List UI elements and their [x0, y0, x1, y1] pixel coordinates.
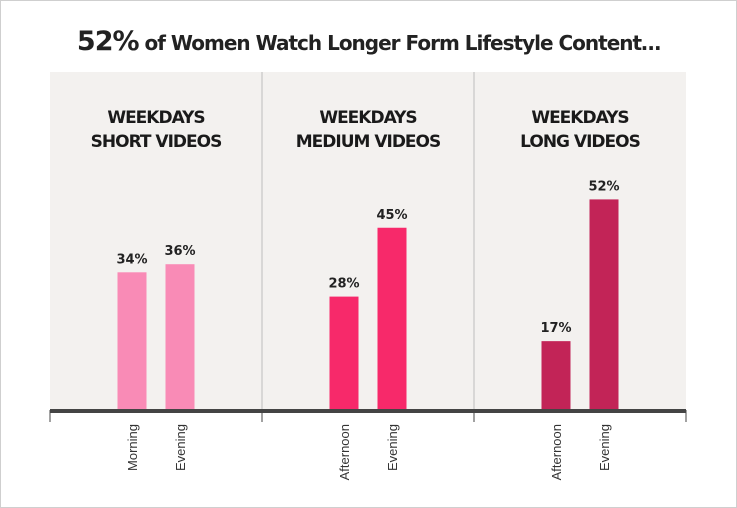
- category-label: Afternoon: [337, 424, 352, 480]
- bar: [329, 296, 359, 410]
- category-label: Evening: [173, 424, 188, 471]
- bar-value-label: 52%: [588, 179, 619, 194]
- bar: [541, 341, 571, 410]
- bar: [377, 227, 407, 410]
- plot-background: [50, 72, 686, 410]
- panel-heading-line: SHORT VIDEOS: [91, 132, 222, 152]
- title-highlight: 52%: [76, 26, 140, 57]
- category-label: Afternoon: [549, 424, 564, 480]
- panel-heading-line: WEEKDAYS: [531, 108, 628, 128]
- bar: [589, 199, 619, 410]
- category-label: Evening: [597, 424, 612, 471]
- category-label: Morning: [125, 424, 140, 471]
- bar-value-label: 28%: [328, 277, 359, 292]
- bar-value-label: 45%: [376, 208, 407, 223]
- panel-heading-line: WEEKDAYS: [107, 108, 204, 128]
- bar: [165, 264, 195, 410]
- panel-heading-line: WEEKDAYS: [319, 108, 416, 128]
- title-rest: of Women Watch Longer Form Lifestyle Con…: [138, 31, 662, 55]
- x-axis-baseline: [50, 409, 686, 413]
- bar-value-label: 17%: [540, 321, 571, 336]
- panel-heading-line: LONG VIDEOS: [520, 132, 640, 152]
- bar: [117, 272, 147, 410]
- bar-value-label: 34%: [116, 252, 147, 267]
- category-label: Evening: [385, 424, 400, 471]
- bar-value-label: 36%: [164, 244, 195, 259]
- chart-title: 52% of Women Watch Longer Form Lifestyle…: [0, 26, 737, 57]
- panel-heading-line: MEDIUM VIDEOS: [296, 132, 441, 152]
